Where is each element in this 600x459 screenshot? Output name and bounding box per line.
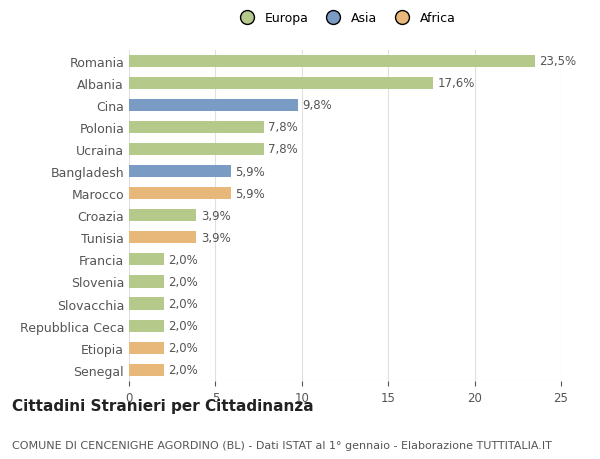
- Bar: [129, 166, 231, 178]
- Text: 23,5%: 23,5%: [539, 55, 577, 68]
- Legend: Europa, Asia, Africa: Europa, Asia, Africa: [229, 7, 461, 30]
- Text: 5,9%: 5,9%: [235, 187, 265, 200]
- Bar: [129, 254, 164, 266]
- Text: 3,9%: 3,9%: [201, 209, 230, 222]
- Bar: [129, 100, 298, 112]
- Bar: [129, 78, 433, 90]
- Bar: [129, 122, 264, 134]
- Bar: [129, 298, 164, 310]
- Bar: [129, 56, 535, 67]
- Text: 3,9%: 3,9%: [201, 231, 230, 244]
- Bar: [129, 364, 164, 376]
- Text: 7,8%: 7,8%: [268, 121, 298, 134]
- Bar: [129, 210, 196, 222]
- Text: 7,8%: 7,8%: [268, 143, 298, 156]
- Bar: [129, 320, 164, 332]
- Bar: [129, 276, 164, 288]
- Text: 2,0%: 2,0%: [168, 364, 197, 376]
- Bar: [129, 188, 231, 200]
- Text: 2,0%: 2,0%: [168, 297, 197, 310]
- Text: 17,6%: 17,6%: [437, 77, 475, 90]
- Text: COMUNE DI CENCENIGHE AGORDINO (BL) - Dati ISTAT al 1° gennaio - Elaborazione TUT: COMUNE DI CENCENIGHE AGORDINO (BL) - Dat…: [12, 440, 552, 450]
- Text: 2,0%: 2,0%: [168, 341, 197, 354]
- Text: 5,9%: 5,9%: [235, 165, 265, 178]
- Bar: [129, 144, 264, 156]
- Bar: [129, 342, 164, 354]
- Text: Cittadini Stranieri per Cittadinanza: Cittadini Stranieri per Cittadinanza: [12, 398, 314, 413]
- Text: 2,0%: 2,0%: [168, 253, 197, 266]
- Text: 9,8%: 9,8%: [302, 99, 332, 112]
- Bar: [129, 232, 196, 244]
- Text: 2,0%: 2,0%: [168, 275, 197, 288]
- Text: 2,0%: 2,0%: [168, 319, 197, 332]
